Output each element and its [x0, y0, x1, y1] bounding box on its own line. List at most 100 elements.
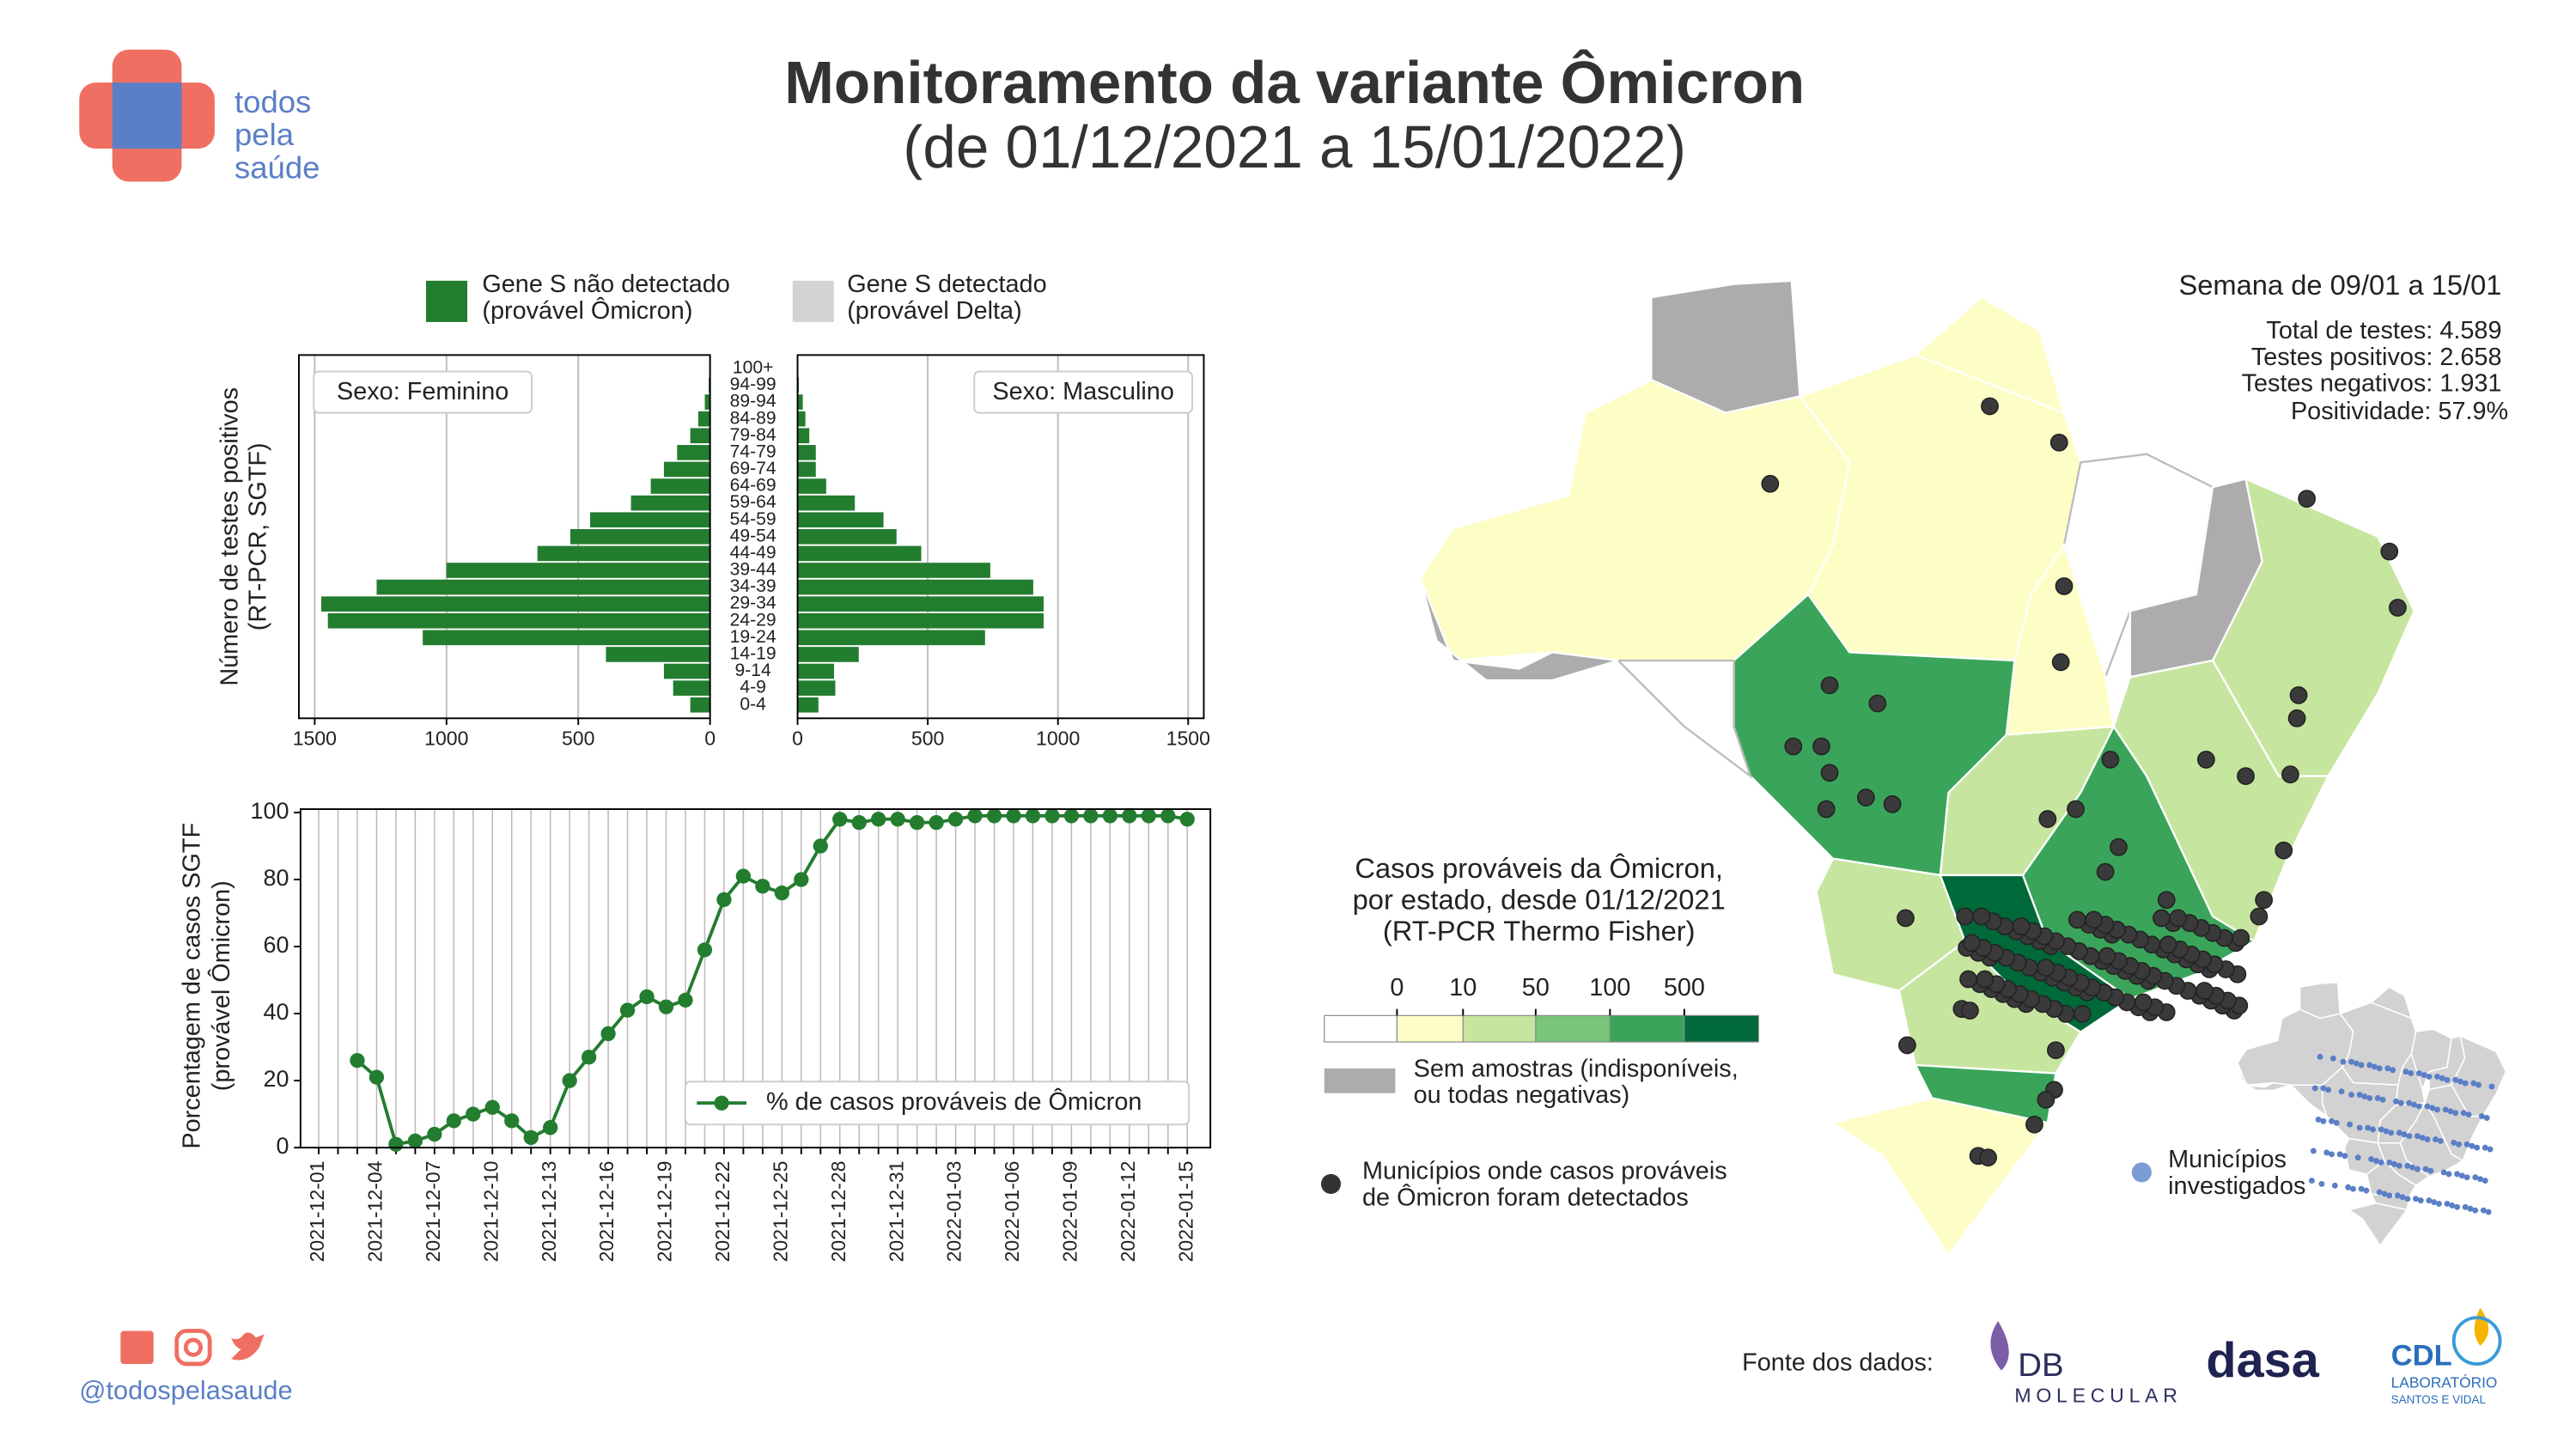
inset-shapes [2237, 982, 2507, 1247]
inset-dot [2320, 1117, 2327, 1124]
y-axis-label: Número de testes positivos [216, 387, 244, 686]
bar [797, 697, 819, 713]
color-tick-label: 0 [1390, 974, 1404, 1002]
logo-text: pela [234, 117, 295, 152]
inset-dot [2348, 1058, 2355, 1065]
inset-dot [2474, 1144, 2481, 1151]
municipality-dot [2157, 891, 2176, 910]
point [929, 814, 944, 831]
inset-dot [2384, 1065, 2391, 1072]
municipality-dot [2380, 542, 2399, 561]
subtitle: (de 01/12/2021 a 15/01/2022) [903, 113, 1686, 180]
color-tick-label: 100 [1589, 974, 1630, 1002]
bar [606, 647, 710, 662]
municipality-dot [1761, 474, 1780, 493]
plot-frame [297, 354, 711, 720]
map-legend-title: Casos prováveis da Ômicron, [1355, 852, 1723, 884]
logo: todos pela saúde [79, 49, 320, 186]
facebook-icon[interactable] [120, 1330, 154, 1364]
inset-dot [2370, 1126, 2377, 1133]
no-sample-swatch [1324, 1068, 1396, 1093]
point [832, 812, 848, 827]
inset-dot [2417, 1197, 2424, 1204]
inset-dot [2439, 1075, 2445, 1081]
bar [570, 529, 710, 545]
x-tick-label: 2021-12-22 [711, 1161, 734, 1263]
inset-dot [2323, 1149, 2330, 1156]
age-label: 94-99 [730, 374, 776, 394]
social-icons [120, 1329, 265, 1367]
bar [697, 411, 710, 427]
point [350, 1053, 365, 1068]
state [1616, 659, 1753, 779]
inset-dot [2363, 1187, 2370, 1194]
bar [690, 428, 710, 444]
municipality-dot [2096, 862, 2115, 881]
inset-dot [2386, 1192, 2393, 1199]
inset-dot [2386, 1159, 2393, 1166]
handle: @todospelasaude [79, 1375, 292, 1405]
legend-text: de Ômicron foram detectados [1362, 1182, 1689, 1211]
x-tick-label: 2021-12-16 [595, 1161, 618, 1263]
inset-dot [2454, 1203, 2461, 1210]
plot-frame [796, 354, 1205, 720]
municipality-dot [2025, 1115, 2043, 1134]
point [581, 1050, 597, 1065]
inset-dot [2457, 1078, 2463, 1085]
map-legend-title: por estado, desde 01/12/2021 [1353, 883, 1726, 915]
inset-dot [2470, 1080, 2477, 1087]
bar [797, 612, 1044, 629]
inset-dot [2325, 1087, 2332, 1093]
color-cell [1462, 1014, 1537, 1043]
inset-dot [2434, 1073, 2440, 1080]
bar [650, 478, 710, 494]
legend-text: Sem amostras (indisponíveis, [1414, 1055, 1739, 1082]
age-label: 59-64 [730, 492, 776, 512]
twitter-icon[interactable] [231, 1332, 265, 1361]
legend-label: (provável Delta) [847, 297, 1021, 325]
municipality-dot [1963, 934, 1981, 953]
bar [690, 697, 710, 713]
municipality-dot [2073, 1005, 2092, 1023]
point [368, 1069, 385, 1085]
inset-dot [2329, 1055, 2336, 1062]
age-label: 49-54 [730, 526, 776, 545]
municipality-dot [2388, 599, 2407, 617]
inset-dot [2381, 1190, 2388, 1197]
bar [446, 563, 710, 578]
bar [797, 545, 922, 562]
point [619, 1002, 636, 1018]
inset-state [2347, 1202, 2409, 1247]
municipality-dot [2169, 909, 2188, 928]
x-tick-label: 2022-01-15 [1174, 1161, 1197, 1263]
point [388, 1136, 404, 1152]
inset-dot [2388, 1129, 2395, 1136]
municipality-dot [1979, 1148, 1997, 1167]
municipality-dot [1856, 788, 1875, 807]
x-tick-label: 500 [911, 727, 944, 749]
point [890, 812, 905, 827]
panel-label: Sexo: Feminino [337, 378, 509, 405]
legend-marker [714, 1095, 729, 1111]
point [851, 814, 867, 831]
inset-dot [2391, 1160, 2397, 1167]
point [755, 879, 770, 894]
point [813, 838, 828, 854]
age-label: 0-4 [740, 694, 766, 714]
municipality-dot [1812, 737, 1830, 756]
legend-dot [2131, 1162, 2152, 1183]
inset-dot [2462, 1203, 2469, 1210]
municipality-dot [2012, 917, 2031, 935]
instagram-icon[interactable] [174, 1329, 212, 1367]
inset-dot [2467, 1205, 2474, 1212]
inset-dot [2404, 1196, 2411, 1202]
inset-dot [2366, 1094, 2373, 1101]
inset-dot [2447, 1108, 2454, 1115]
x-tick-label: 0 [792, 727, 803, 749]
inset-dot [2315, 1116, 2322, 1123]
x-tick-label: 2021-12-07 [422, 1161, 444, 1263]
age-label: 19-24 [730, 627, 776, 647]
inset-dot [2458, 1172, 2465, 1179]
inset-dot [2358, 1062, 2365, 1068]
x-tick-label: 2021-12-04 [364, 1160, 387, 1262]
